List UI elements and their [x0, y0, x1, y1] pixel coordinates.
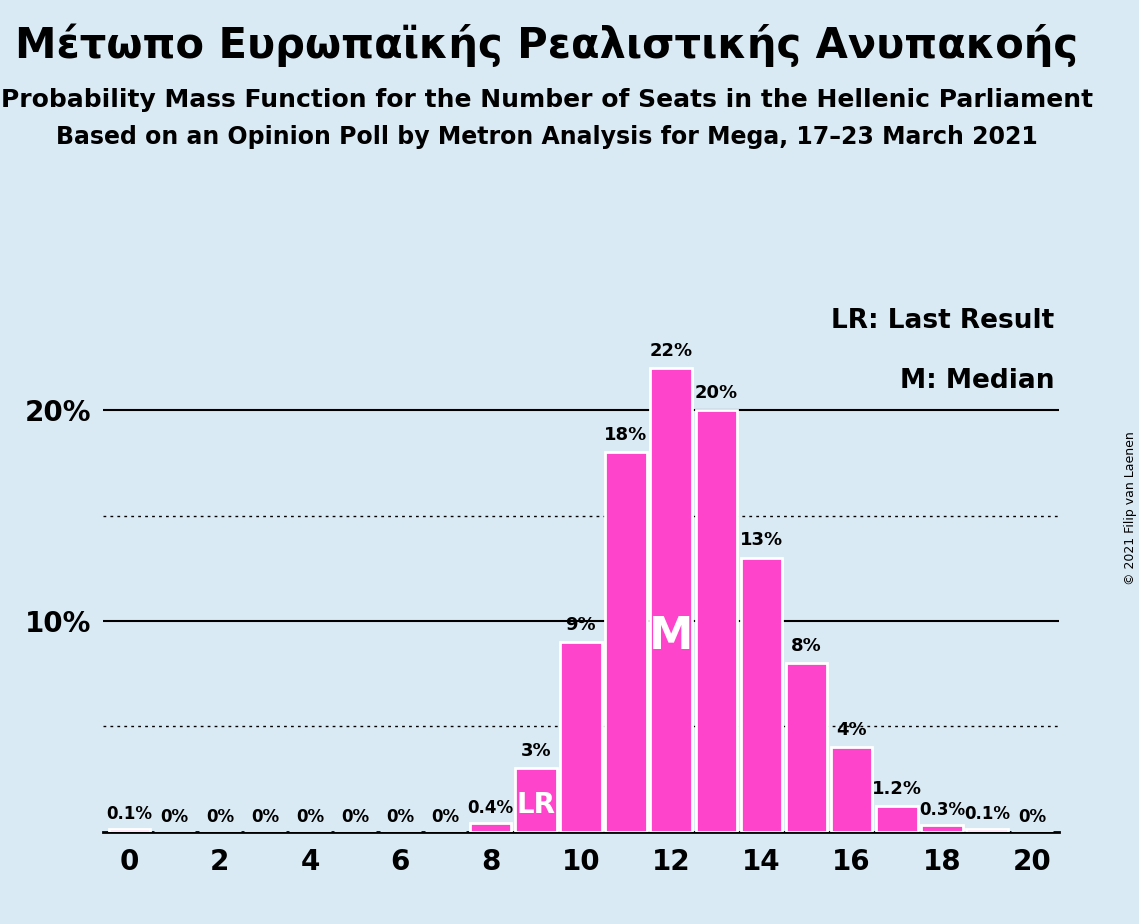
- Text: 0.3%: 0.3%: [919, 801, 965, 819]
- Text: © 2021 Filip van Laenen: © 2021 Filip van Laenen: [1124, 432, 1137, 585]
- Text: 4%: 4%: [836, 721, 867, 739]
- Text: 0.1%: 0.1%: [107, 805, 153, 823]
- Text: Based on an Opinion Poll by Metron Analysis for Mega, 17–23 March 2021: Based on an Opinion Poll by Metron Analy…: [56, 125, 1038, 149]
- Text: 8%: 8%: [792, 637, 822, 654]
- Bar: [605, 453, 647, 832]
- Bar: [560, 642, 601, 832]
- Bar: [109, 830, 150, 832]
- Bar: [876, 807, 918, 832]
- Bar: [740, 558, 782, 832]
- Bar: [696, 410, 737, 832]
- Text: Probability Mass Function for the Number of Seats in the Hellenic Parliament: Probability Mass Function for the Number…: [1, 88, 1092, 112]
- Text: LR: Last Result: LR: Last Result: [831, 308, 1055, 334]
- Text: 0%: 0%: [296, 808, 325, 826]
- Bar: [921, 825, 962, 832]
- Text: 22%: 22%: [649, 342, 693, 359]
- Text: 0%: 0%: [1018, 808, 1047, 826]
- Bar: [831, 748, 872, 832]
- Text: 0%: 0%: [206, 808, 233, 826]
- Text: 18%: 18%: [605, 426, 648, 444]
- Bar: [470, 823, 511, 832]
- Text: 0.1%: 0.1%: [964, 805, 1010, 823]
- Text: 20%: 20%: [695, 383, 738, 402]
- Text: M: M: [649, 615, 694, 659]
- Text: 3%: 3%: [521, 742, 551, 760]
- Text: 13%: 13%: [740, 531, 782, 549]
- Bar: [786, 663, 827, 832]
- Bar: [966, 830, 1008, 832]
- Text: 0.4%: 0.4%: [468, 799, 514, 817]
- Text: 0%: 0%: [251, 808, 279, 826]
- Text: M: Median: M: Median: [900, 368, 1055, 395]
- Text: 0%: 0%: [386, 808, 415, 826]
- Text: 9%: 9%: [566, 615, 596, 634]
- Text: Μέτωπο Ευρωπαϊκής Ρεαλιστικής Ανυπακοής: Μέτωπο Ευρωπαϊκής Ρεαλιστικής Ανυπακοής: [15, 23, 1079, 67]
- Bar: [515, 769, 557, 832]
- Text: 0%: 0%: [432, 808, 459, 826]
- Text: 0%: 0%: [161, 808, 189, 826]
- Text: 1.2%: 1.2%: [871, 780, 921, 798]
- Text: 0%: 0%: [342, 808, 369, 826]
- Bar: [650, 368, 691, 832]
- Text: LR: LR: [516, 791, 555, 819]
